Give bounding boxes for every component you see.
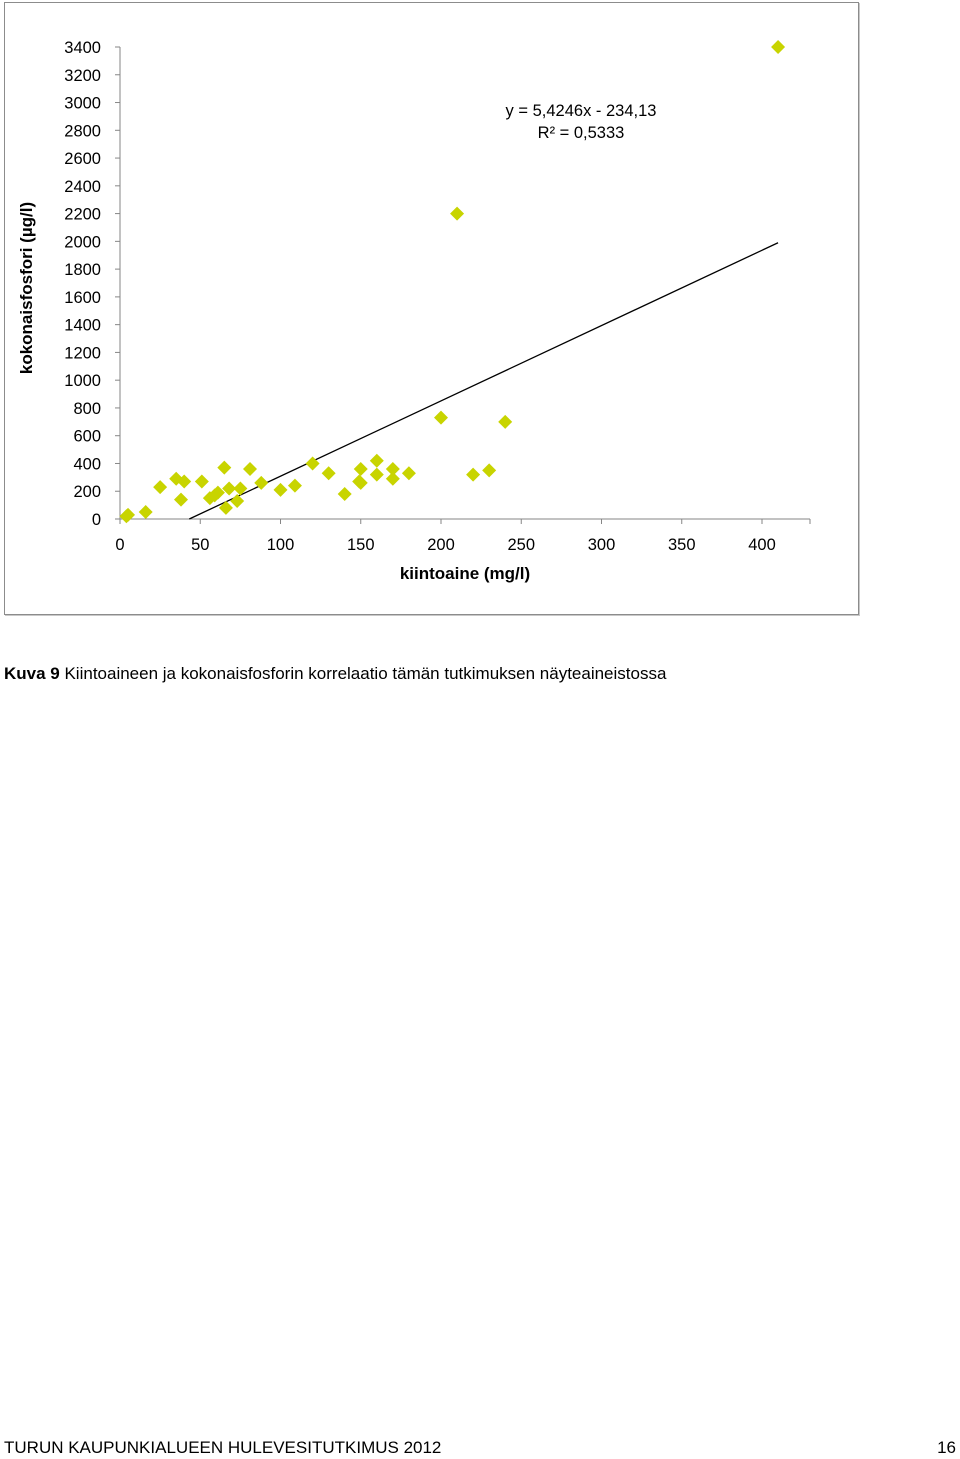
caption-label: Kuva 9 <box>4 664 60 683</box>
data-point <box>401 466 416 481</box>
y-tick-label: 2400 <box>64 178 101 196</box>
x-tick-label: 350 <box>668 536 696 554</box>
page-number: 16 <box>937 1438 956 1457</box>
footer-title: TURUN KAUPUNKIALUEEN HULEVESITUTKIMUS 20… <box>4 1438 442 1457</box>
trendline-r-squared: R² = 0,5333 <box>538 124 625 142</box>
data-point <box>385 462 400 477</box>
y-tick-label: 0 <box>92 511 101 529</box>
y-tick-label: 3000 <box>64 95 101 113</box>
data-point <box>369 467 384 482</box>
y-tick-label: 600 <box>73 428 101 446</box>
y-tick-label: 1600 <box>64 289 101 307</box>
trendline <box>188 242 779 520</box>
data-points <box>119 40 786 524</box>
y-tick-label: 3400 <box>64 39 101 57</box>
data-point <box>482 463 497 478</box>
y-tick-label: 200 <box>73 483 101 501</box>
x-axis-title: kiintoaine (mg/l) <box>400 564 530 583</box>
data-point <box>305 456 320 471</box>
y-tick-label: 1000 <box>64 372 101 390</box>
x-axis: 0 50 100 150 200 250 300 350 400 <box>115 518 811 554</box>
y-tick-label: 800 <box>73 400 101 418</box>
figure-caption: Kuva 9 Kiintoaineen ja kokonaisfosforin … <box>4 663 666 685</box>
y-axis: 0 200 400 600 800 1000 1200 1400 1600 1800 2000 220… <box>64 39 121 529</box>
x-tick-label: 100 <box>267 536 295 554</box>
scatter-chart: 0200400600800100012001400160018002000220… <box>17 39 811 583</box>
data-point <box>450 206 465 221</box>
data-point <box>218 500 233 515</box>
data-point <box>217 460 232 475</box>
data-point <box>369 453 384 468</box>
caption-text: Kiintoaineen ja kokonaisfosforin korrela… <box>59 664 667 683</box>
y-tick-label: 2800 <box>64 122 101 140</box>
data-point <box>771 40 786 54</box>
data-point <box>466 467 481 482</box>
data-point <box>254 475 269 490</box>
x-tick-label: 150 <box>347 536 375 554</box>
data-point <box>153 480 168 495</box>
x-tick-label: 400 <box>748 536 776 554</box>
data-point <box>273 482 288 497</box>
data-point <box>434 410 448 425</box>
data-point <box>210 485 225 500</box>
data-point <box>321 466 336 481</box>
trendline-equation: y = 5,4246x - 234,13 <box>506 102 657 120</box>
y-tick-label: 3200 <box>64 67 101 85</box>
data-point <box>287 478 302 493</box>
x-tick-label: 250 <box>507 536 535 554</box>
x-tick-label: 0 <box>115 536 124 554</box>
data-point <box>385 471 400 486</box>
y-tick-label: 2000 <box>64 233 101 251</box>
x-tick-label: 50 <box>191 536 209 554</box>
data-point <box>121 507 136 522</box>
data-point <box>222 481 237 496</box>
y-tick-label: 1200 <box>64 344 101 362</box>
data-point <box>353 475 368 490</box>
x-tick-label: 200 <box>427 536 455 554</box>
data-point <box>173 492 188 507</box>
data-point <box>194 474 209 489</box>
data-point <box>233 481 248 496</box>
y-tick-label: 2600 <box>64 150 101 168</box>
y-tick-label: 1800 <box>64 261 101 279</box>
data-point <box>337 487 352 502</box>
data-point <box>138 505 153 520</box>
data-point <box>243 462 258 477</box>
y-tick-label: 400 <box>73 455 101 473</box>
data-point <box>230 493 245 508</box>
data-point <box>353 462 368 477</box>
chart-frame <box>4 2 859 615</box>
x-tick-label: 300 <box>588 536 616 554</box>
data-point <box>498 414 513 429</box>
y-axis-title: kokonaisfosfori (µg/l) <box>17 202 36 374</box>
y-tick-label: 2200 <box>64 206 101 224</box>
y-tick-label: 1400 <box>64 317 101 335</box>
data-point <box>177 474 192 489</box>
